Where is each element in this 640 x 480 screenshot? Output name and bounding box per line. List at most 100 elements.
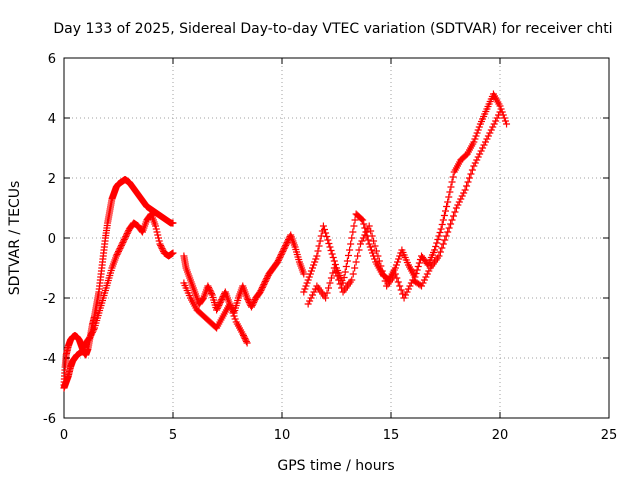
- y-tick-label: 0: [48, 232, 56, 247]
- data-point: [412, 270, 420, 277]
- data-point: [117, 242, 125, 249]
- data-point: [413, 266, 421, 274]
- data-point: [302, 282, 310, 290]
- data-point: [301, 285, 309, 293]
- data-point: [484, 132, 492, 140]
- y-axis-ticks: -6 -4 -2 0 2 4 6: [43, 52, 609, 427]
- data-point: [368, 249, 376, 257]
- data-point: [451, 208, 459, 216]
- data-point: [444, 228, 452, 236]
- data-point: [120, 236, 128, 243]
- data-point: [305, 273, 313, 281]
- data-point: [418, 282, 426, 290]
- data-point: [347, 240, 355, 248]
- data-point: [256, 288, 264, 296]
- grid-lines: [64, 58, 609, 418]
- data-point: [215, 302, 223, 309]
- data-point: [377, 262, 385, 270]
- data-point: [442, 232, 450, 240]
- data-point: [121, 234, 129, 242]
- data-point: [79, 345, 87, 353]
- data-point: [358, 215, 366, 223]
- data-point: [439, 240, 447, 248]
- data-point: [315, 242, 323, 250]
- data-point: [483, 135, 491, 143]
- data-point: [356, 240, 364, 248]
- data-point: [115, 248, 122, 255]
- data-point: [156, 240, 164, 248]
- x-tick-label: 20: [492, 428, 509, 443]
- data-point: [350, 222, 358, 230]
- data-point: [359, 216, 367, 224]
- data-point: [86, 333, 94, 341]
- data-points: [60, 90, 511, 392]
- data-point: [157, 242, 165, 249]
- data-point: [355, 246, 363, 254]
- data-point: [119, 239, 127, 246]
- data-point: [208, 290, 216, 297]
- data-point: [397, 286, 405, 294]
- data-point: [258, 285, 266, 293]
- data-point: [241, 335, 249, 342]
- data-point: [205, 284, 213, 291]
- data-point: [89, 327, 97, 335]
- data-point: [362, 228, 370, 236]
- data-point: [394, 258, 402, 266]
- data-point: [330, 257, 338, 265]
- data-point: [470, 138, 478, 146]
- data-point: [321, 226, 329, 233]
- data-point: [118, 240, 126, 248]
- data-point: [403, 288, 411, 296]
- data-point: [432, 243, 440, 250]
- data-point: [218, 296, 226, 303]
- data-point: [435, 232, 443, 240]
- data-point: [228, 306, 236, 314]
- data-point: [313, 252, 321, 260]
- x-tick-label: 0: [60, 428, 68, 443]
- data-point: [467, 170, 475, 178]
- data-point: [472, 132, 480, 140]
- data-point: [452, 204, 460, 212]
- data-point: [260, 281, 268, 288]
- data-point: [354, 252, 362, 260]
- data-point: [371, 242, 379, 250]
- data-point: [77, 348, 85, 356]
- data-point: [454, 201, 462, 209]
- data-point: [78, 347, 86, 354]
- data-point: [214, 303, 222, 311]
- data-point: [323, 233, 331, 240]
- data-point: [325, 240, 333, 247]
- y-tick-label: 4: [48, 112, 56, 127]
- data-point: [393, 274, 401, 282]
- data-point: [471, 159, 479, 167]
- data-point: [463, 182, 471, 190]
- data-point: [445, 193, 453, 201]
- y-tick-label: -6: [43, 412, 56, 427]
- data-point: [365, 240, 373, 248]
- data-point: [486, 129, 494, 137]
- data-point: [242, 338, 250, 345]
- data-point: [279, 246, 287, 254]
- data-point: [460, 189, 468, 197]
- data-point: [449, 212, 457, 220]
- data-point: [213, 306, 221, 314]
- data-point: [279, 248, 287, 255]
- data-point: [446, 188, 454, 196]
- data-point: [470, 162, 478, 170]
- x-axis-label: GPS time / hours: [277, 458, 394, 474]
- data-point: [243, 294, 251, 302]
- data-point: [114, 249, 122, 257]
- data-point: [420, 276, 428, 284]
- data-point: [360, 220, 368, 228]
- data-point: [439, 216, 447, 224]
- data-point: [343, 257, 351, 265]
- data-point: [496, 108, 504, 116]
- data-point: [250, 297, 258, 305]
- data-point: [455, 198, 463, 206]
- data-point: [490, 120, 498, 128]
- x-tick-label: 5: [169, 428, 177, 443]
- data-point: [122, 231, 130, 239]
- data-point: [340, 274, 348, 281]
- data-point: [328, 250, 336, 258]
